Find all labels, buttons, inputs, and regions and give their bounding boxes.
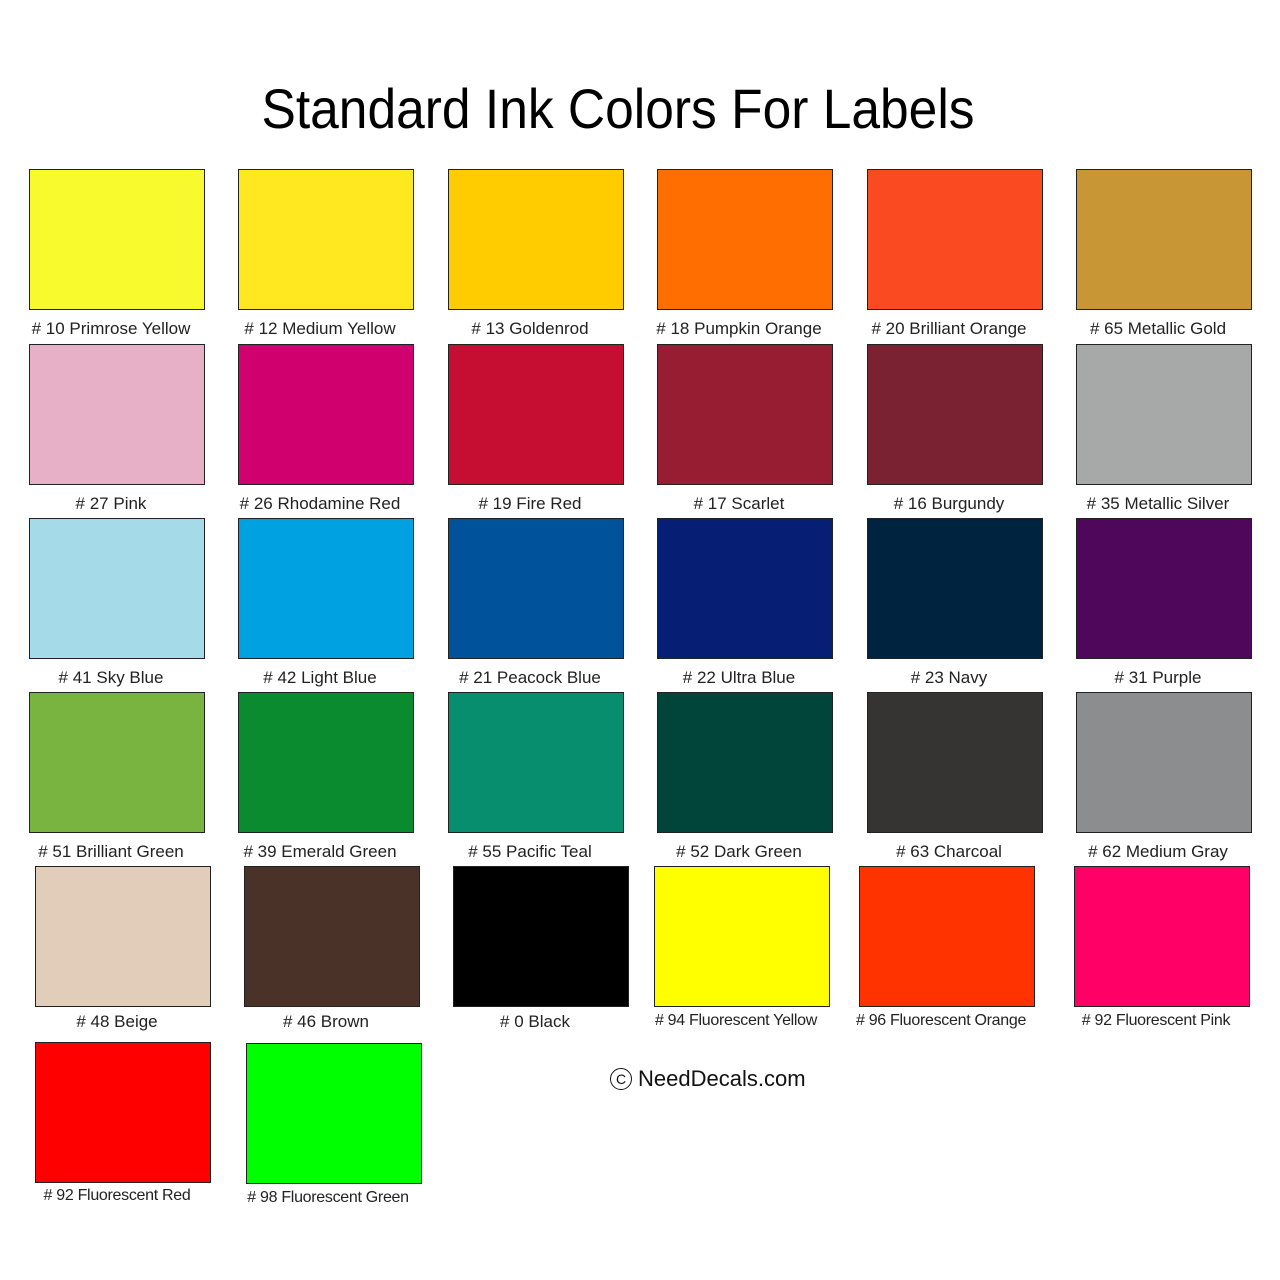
color-label: # 35 Metallic Silver: [1086, 494, 1230, 513]
color-label: # 51 Brilliant Green: [38, 842, 184, 861]
color-label: # 0 Black: [500, 1012, 570, 1031]
color-swatch: [238, 518, 414, 659]
color-label: # 22 Ultra Blue: [682, 668, 796, 687]
color-swatch: [657, 692, 833, 833]
color-swatch: [859, 866, 1035, 1007]
color-label: # 41 Sky Blue: [58, 668, 164, 687]
color-swatch: [448, 692, 624, 833]
color-swatch: [1076, 169, 1252, 310]
color-swatch: [867, 344, 1043, 485]
color-swatch: [238, 169, 414, 310]
color-label: # 42 Light Blue: [263, 668, 377, 687]
color-swatch: [448, 169, 624, 310]
color-swatch: [1076, 344, 1252, 485]
color-swatch: [1074, 866, 1250, 1007]
color-label: # 96 Fluorescent Orange: [855, 1012, 1027, 1029]
color-label: # 27 Pink: [75, 494, 147, 513]
color-label: # 20 Brilliant Orange: [871, 319, 1027, 338]
color-label: # 23 Navy: [910, 668, 988, 687]
copyright-icon: C: [610, 1068, 632, 1090]
color-swatch: [867, 169, 1043, 310]
color-swatch: [246, 1043, 422, 1184]
color-swatch: [29, 344, 205, 485]
color-swatch: [29, 518, 205, 659]
color-label: # 55 Pacific Teal: [468, 842, 592, 861]
color-label: # 13 Goldenrod: [471, 319, 589, 338]
color-swatch: [244, 866, 420, 1007]
color-label: # 39 Emerald Green: [243, 842, 397, 861]
color-label: # 31 Purple: [1114, 668, 1202, 687]
color-swatch: [35, 866, 211, 1007]
page-title: Standard Ink Colors For Labels: [261, 77, 975, 140]
color-label: # 92 Fluorescent Red: [43, 1187, 191, 1204]
color-label: # 21 Peacock Blue: [459, 668, 601, 687]
color-label: # 10 Primrose Yellow: [31, 319, 191, 338]
copyright-notice: C NeedDecals.com: [610, 1066, 806, 1092]
color-swatch: [238, 344, 414, 485]
color-label: # 63 Charcoal: [896, 842, 1002, 861]
color-swatch: [29, 692, 205, 833]
color-label: # 98 Fluorescent Green: [247, 1189, 409, 1206]
color-swatch: [1076, 518, 1252, 659]
color-swatch: [448, 344, 624, 485]
color-swatch: [657, 344, 833, 485]
color-swatch: [35, 1042, 211, 1183]
color-swatch: [867, 518, 1043, 659]
color-label: # 52 Dark Green: [676, 842, 802, 861]
color-label: # 46 Brown: [283, 1012, 369, 1031]
color-swatch: [453, 866, 629, 1007]
color-label: # 18 Pumpkin Orange: [656, 319, 822, 338]
color-swatch: [657, 169, 833, 310]
color-swatch: [1076, 692, 1252, 833]
color-label: # 19 Fire Red: [478, 494, 582, 513]
color-label: # 17 Scarlet: [693, 494, 785, 513]
color-swatch: [238, 692, 414, 833]
color-swatch: [29, 169, 205, 310]
color-swatch: [448, 518, 624, 659]
color-label: # 65 Metallic Gold: [1089, 319, 1227, 338]
color-label: # 94 Fluorescent Yellow: [654, 1012, 818, 1029]
color-swatch: [654, 866, 830, 1007]
color-label: # 92 Fluorescent Pink: [1081, 1012, 1231, 1029]
copyright-text: NeedDecals.com: [638, 1066, 806, 1091]
color-label: # 26 Rhodamine Red: [239, 494, 401, 513]
color-swatch: [657, 518, 833, 659]
color-label: # 16 Burgundy: [893, 494, 1005, 513]
color-swatch: [867, 692, 1043, 833]
color-label: # 12 Medium Yellow: [244, 319, 396, 338]
color-label: # 62 Medium Gray: [1088, 842, 1228, 861]
color-label: # 48 Beige: [76, 1012, 158, 1031]
